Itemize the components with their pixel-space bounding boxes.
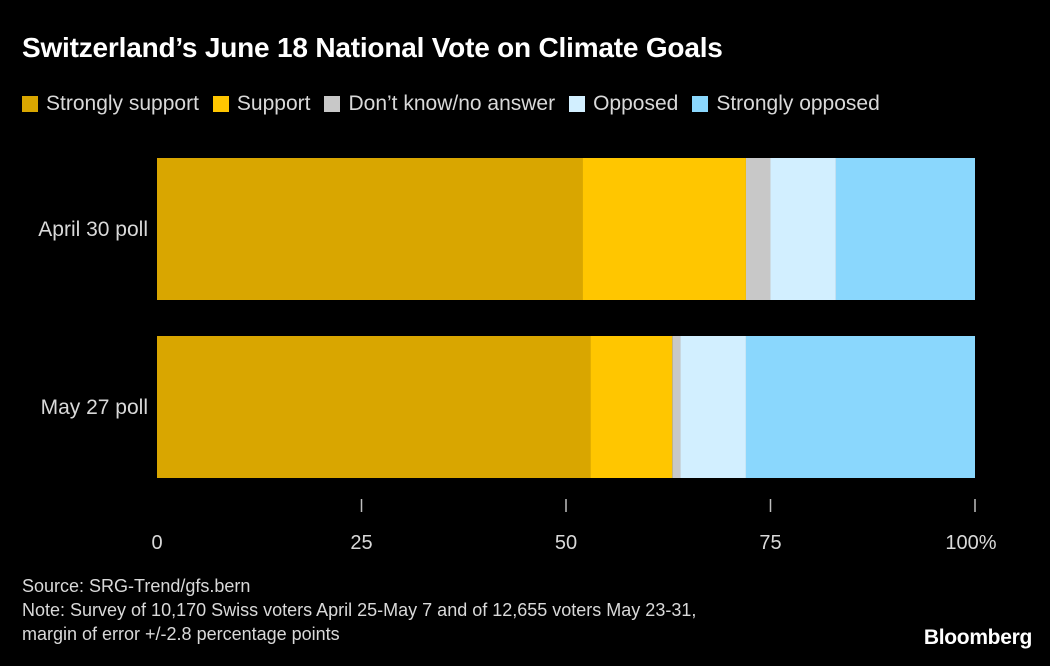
survey-note-line-2: margin of error +/-2.8 percentage points <box>22 624 340 644</box>
legend-item-4: Strongly opposed <box>692 92 880 116</box>
legend-item-3: Opposed <box>569 92 678 116</box>
bar-segment <box>745 336 975 478</box>
bloomberg-logo: Bloomberg <box>923 626 1032 649</box>
chart-title: Switzerland’s June 18 National Vote on C… <box>22 32 723 63</box>
bar-segment <box>835 158 975 300</box>
legend-item-1: Support <box>212 92 311 116</box>
legend-label: Strongly support <box>46 92 199 115</box>
bar-segment <box>680 336 746 478</box>
legend-item-0: Strongly support <box>22 92 199 116</box>
x-tick-label: 100% <box>945 532 996 554</box>
chart-legend: Strongly support Support Don’t know/no ans… <box>22 92 894 116</box>
legend-swatch <box>692 96 709 112</box>
legend-label: Support <box>236 92 311 115</box>
source-note: Source: SRG-Trend/gfs.bern <box>22 576 251 596</box>
bar-segment <box>157 158 583 300</box>
bar-segment <box>157 336 591 478</box>
x-tick-label: 0 <box>151 532 162 554</box>
x-tick-label: 25 <box>350 532 372 554</box>
category-label: May 27 poll <box>41 396 148 419</box>
survey-note-line-1: Note: Survey of 10,170 Swiss voters Apri… <box>22 600 697 620</box>
legend-item-2: Don’t know/no answer <box>324 92 555 116</box>
bar-segment <box>590 336 673 478</box>
category-label: April 30 poll <box>38 218 148 241</box>
bar-segment <box>582 158 746 300</box>
bar-segment <box>672 336 681 478</box>
x-tick-label: 75 <box>759 532 781 554</box>
legend-swatch <box>324 96 341 112</box>
bar-segment <box>770 158 836 300</box>
x-tick-label: 50 <box>555 532 577 554</box>
chart-footer: Source: SRG-Trend/gfs.bern Note: Survey … <box>22 574 696 646</box>
legend-label: Strongly opposed <box>716 92 880 115</box>
legend-swatch <box>569 96 586 112</box>
legend-label: Don’t know/no answer <box>348 92 556 115</box>
legend-swatch <box>212 96 229 112</box>
legend-swatch <box>22 96 38 112</box>
legend-label: Opposed <box>593 92 679 115</box>
bar-segment <box>745 158 771 300</box>
